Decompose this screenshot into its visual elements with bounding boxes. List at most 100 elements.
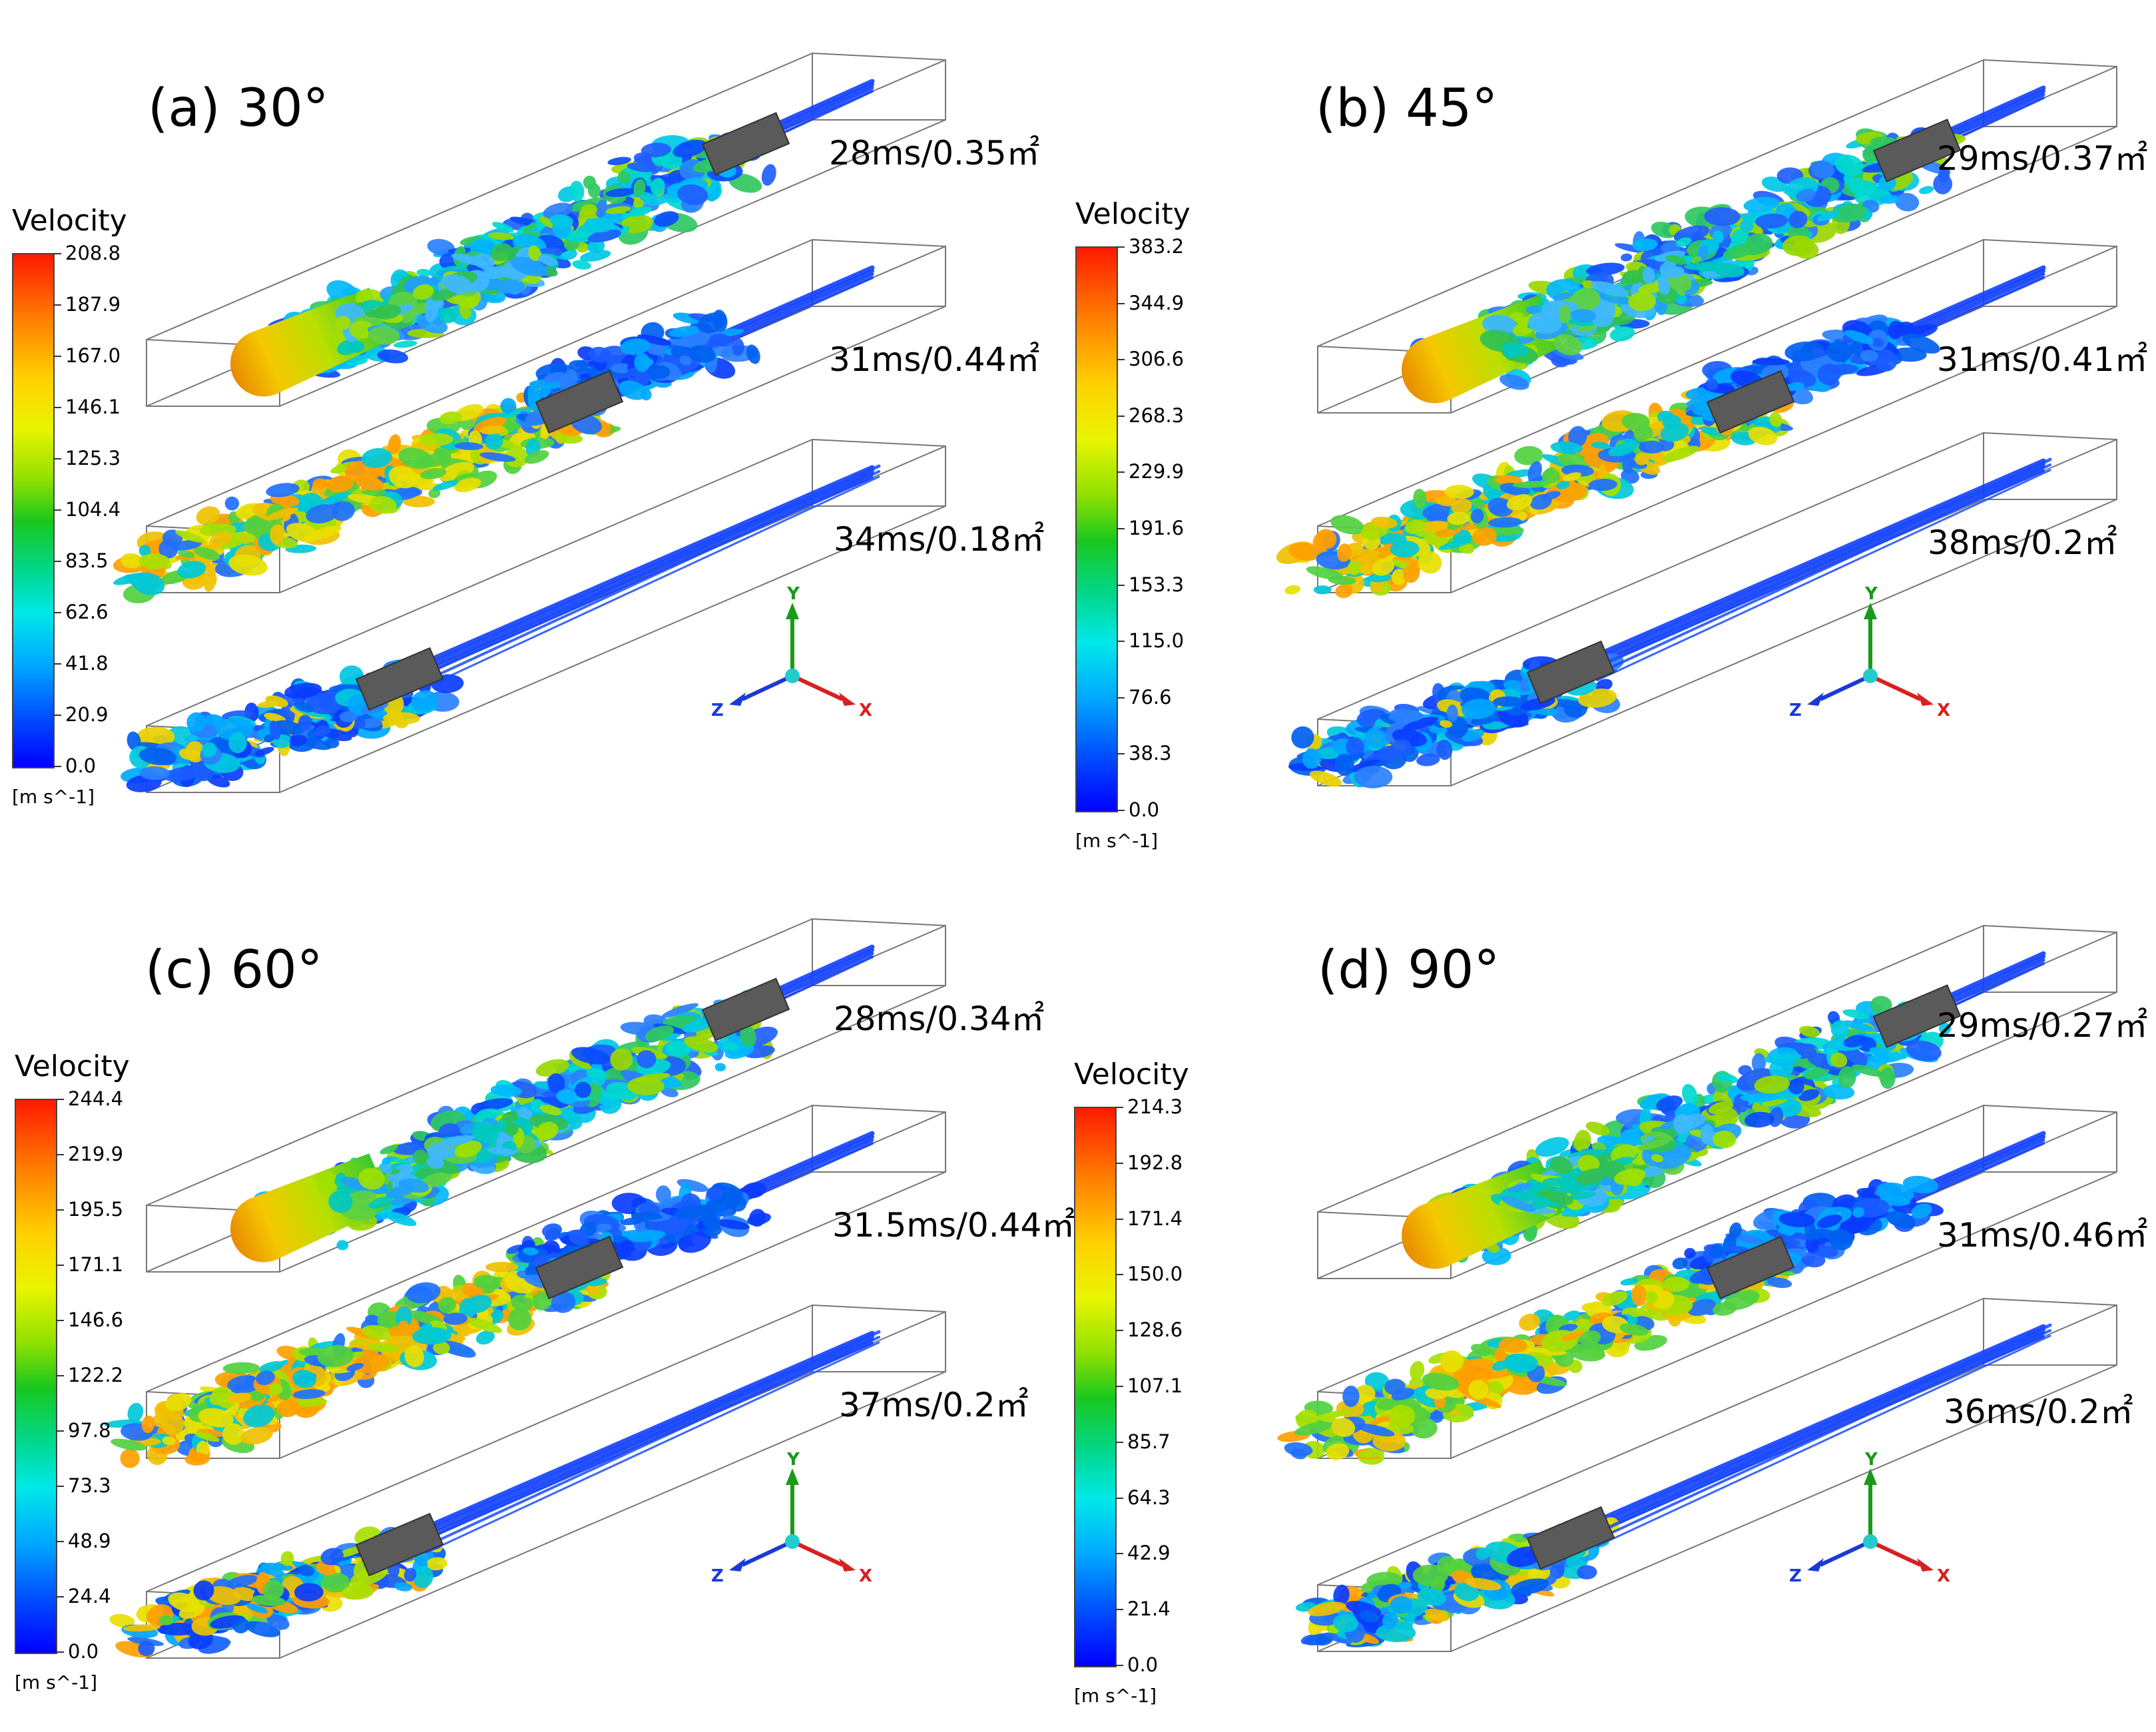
y-axis-label: Y xyxy=(1864,584,1878,604)
colorbar-tickmark xyxy=(56,1209,64,1211)
colorbar-tick-label: 0.0 xyxy=(68,1640,99,1663)
colorbar xyxy=(15,1099,57,1654)
colorbar-tick-label: 150.0 xyxy=(1127,1263,1183,1286)
legend-title: Velocity xyxy=(12,204,127,238)
axis-triad: Y Z X xyxy=(1789,584,1950,721)
colorbar xyxy=(1075,246,1118,812)
turbulent-structures xyxy=(316,1104,573,1221)
y-axis-label: Y xyxy=(786,1450,800,1470)
turbulent-structures xyxy=(1480,244,1745,364)
colorbar-tick-label: 229.9 xyxy=(1129,460,1185,483)
legend-unit: [m s^-1] xyxy=(1074,1685,1157,1707)
simulation-scene-d: Y Z X xyxy=(1277,924,2117,1652)
panel-label: (a) 30° xyxy=(148,79,329,139)
legend-unit: [m s^-1] xyxy=(15,1671,97,1693)
x-axis-label: X xyxy=(859,701,872,721)
colorbar-tickmark xyxy=(1117,753,1125,755)
colorbar-tickmark xyxy=(1117,302,1125,304)
colorbar-tick-label: 21.4 xyxy=(1127,1597,1171,1621)
z-axis-label: Z xyxy=(1789,1566,1802,1586)
colorbar-tick-label: 171.1 xyxy=(68,1253,124,1276)
flow-streak xyxy=(424,464,881,676)
colorbar-tickmark xyxy=(1115,1386,1123,1387)
colorbar-tickmark xyxy=(1117,415,1125,417)
obstacle-plate xyxy=(701,978,790,1041)
colorbar-tickmark xyxy=(56,1154,64,1155)
colorbar-tickmark xyxy=(1115,1162,1123,1164)
colorbar-tick-label: 244.4 xyxy=(68,1087,124,1110)
y-axis-label: Y xyxy=(1864,1450,1878,1470)
time-area-annotation-1: 28ms/0.35㎡ xyxy=(829,134,1040,172)
z-axis-arrow xyxy=(741,674,794,701)
flow-streak xyxy=(1596,1334,2051,1548)
colorbar-tick-label: 208.8 xyxy=(65,242,121,264)
flow-streak xyxy=(1596,1329,2051,1541)
time-area-annotation-3: 36ms/0.2㎡ xyxy=(1944,1392,2133,1431)
colorbar-tick-label: 24.4 xyxy=(68,1585,111,1607)
triad-origin xyxy=(785,669,800,683)
colorbar-tick-label: 104.4 xyxy=(65,498,121,521)
colorbar-tickmark xyxy=(53,458,61,459)
flow-streak xyxy=(1595,457,2052,669)
time-area-annotation-3: 38ms/0.2㎡ xyxy=(1928,523,2117,562)
x-axis-label: X xyxy=(859,1566,872,1586)
turbulent-structures xyxy=(1277,1241,1800,1465)
x-axis-arrow xyxy=(791,1540,844,1567)
colorbar-tickmark xyxy=(53,253,61,254)
colorbar-tickmark xyxy=(1115,1441,1123,1443)
colorbar-tick-label: 383.2 xyxy=(1129,235,1185,258)
colorbar-tickmark xyxy=(1115,1330,1123,1332)
obstacle-plate xyxy=(701,112,790,176)
colorbar-tickmark xyxy=(56,1320,64,1321)
colorbar-tickmark xyxy=(1115,1107,1123,1108)
turbulent-structures xyxy=(1491,1113,1742,1217)
simulation-scene-b: Y Z X xyxy=(1276,59,2117,788)
z-axis-label: Z xyxy=(1789,701,1802,721)
x-axis-arrow xyxy=(791,674,844,701)
colorbar-tick-label: 192.8 xyxy=(1127,1151,1183,1174)
flow-streak xyxy=(404,465,875,673)
panel-label: (d) 90° xyxy=(1318,940,1500,1000)
colorbar-tickmark xyxy=(56,1541,64,1542)
flow-streak xyxy=(1596,469,2051,682)
panel-d: Y Z X (d) 90° 29ms/0.27㎡ 31ms/0.46㎡ 36ms/0… xyxy=(1074,866,2156,1731)
colorbar-tick-label: 41.8 xyxy=(65,652,109,675)
obstacle-plate xyxy=(355,647,444,711)
x-axis-label: X xyxy=(1937,701,1950,721)
colorbar-tick-label: 83.5 xyxy=(65,549,109,572)
colorbar-tick-label: 76.6 xyxy=(1129,685,1172,709)
colorbar-tick-label: 214.3 xyxy=(1127,1095,1183,1118)
flow-streak xyxy=(1596,463,2051,675)
colorbar-tick-label: 97.8 xyxy=(68,1419,111,1442)
axis-triad: Y Z X xyxy=(1789,1450,1950,1586)
obstacle-plate xyxy=(1526,640,1615,705)
colorbar-tick-label: 146.6 xyxy=(68,1308,124,1331)
colorbar-tickmark xyxy=(53,766,61,767)
obstacle-plate xyxy=(1526,1506,1615,1570)
legend-title: Velocity xyxy=(15,1049,130,1083)
colorbar-tick-label: 107.1 xyxy=(1127,1374,1183,1397)
obstacle-plate xyxy=(1872,984,1962,1048)
colorbar-tickmark xyxy=(1117,528,1125,529)
x-axis-label: X xyxy=(1937,1566,1950,1586)
colorbar-tickmark xyxy=(53,509,61,511)
z-axis-arrow xyxy=(1819,1540,1872,1567)
panel-b: Y Z X (b) 45° 29ms/0.37㎡ 31ms/0.41㎡ 38ms/0… xyxy=(1075,0,2156,866)
time-area-annotation-2: 31ms/0.46㎡ xyxy=(1937,1216,2148,1255)
colorbar-tick-label: 64.3 xyxy=(1127,1486,1171,1509)
simulation-scene-a: Y Z X xyxy=(113,52,946,793)
time-area-annotation-2: 31ms/0.44㎡ xyxy=(829,340,1040,379)
flow-streak xyxy=(425,470,880,682)
z-axis-arrow xyxy=(1819,674,1872,701)
panel-c: Y Z X (c) 60° 28ms/0.34㎡ 31.5ms/0.44㎡ 37ms… xyxy=(0,866,1078,1731)
colorbar-tickmark xyxy=(56,1430,64,1432)
colorbar-tick-label: 187.9 xyxy=(65,293,121,316)
panel-label: (b) 45° xyxy=(1316,79,1498,139)
colorbar-tickmark xyxy=(1115,1553,1123,1555)
colorbar-tickmark xyxy=(56,1375,64,1376)
flow-streak xyxy=(1575,1324,2046,1532)
turbulent-structures xyxy=(105,1237,617,1468)
colorbar-tick-label: 42.9 xyxy=(1127,1542,1171,1565)
colorbar-tick-label: 219.9 xyxy=(68,1143,124,1165)
flow-streak xyxy=(425,1341,880,1554)
